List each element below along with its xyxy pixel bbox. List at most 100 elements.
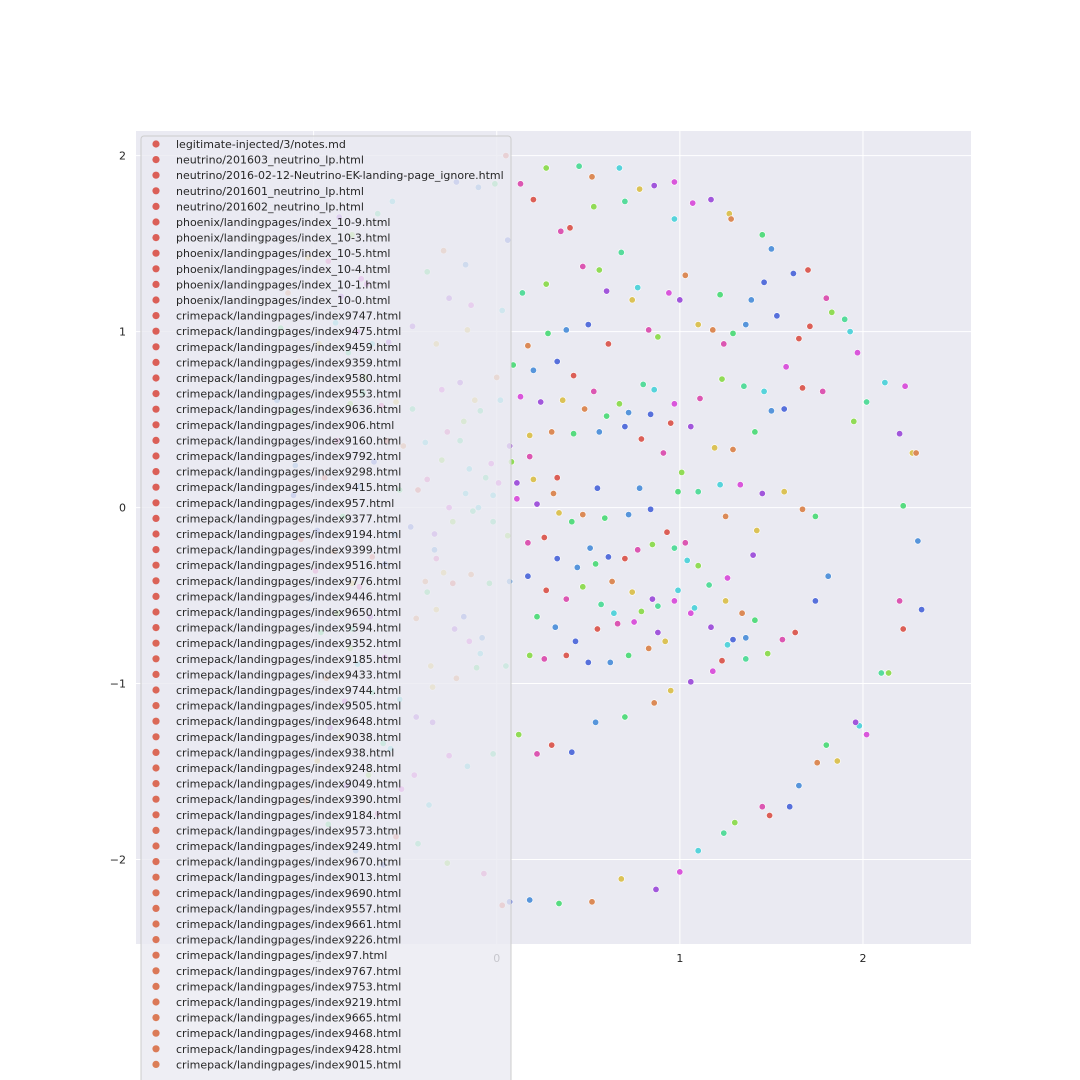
data-point [603,287,611,295]
legend-label: crimepack/landingpages/index9636.html [176,403,401,416]
legend-marker [152,312,160,320]
legend-marker [152,608,160,616]
data-point [586,544,594,552]
legend-marker [152,358,160,366]
x-tick-label: 1 [676,952,683,965]
legend-label: crimepack/landingpages/index9661.html [176,918,401,931]
data-point [811,512,819,520]
data-point [751,428,759,436]
data-point [516,180,524,188]
data-point [694,562,702,570]
legend-label: phoenix/landingpages/index_10-0.html [176,294,390,307]
data-point [773,312,781,320]
legend-marker [152,577,160,585]
data-point [723,641,731,649]
data-point [524,572,532,580]
data-point [687,423,695,431]
data-point [716,481,724,489]
legend-marker [152,982,160,991]
data-point [896,430,904,438]
legend-marker [152,483,160,491]
data-point [813,759,821,767]
data-point [601,514,609,522]
data-point [683,556,691,564]
data-point [540,533,548,541]
data-point [709,667,717,675]
data-point [570,372,578,380]
data-point [780,405,788,413]
data-point [562,595,570,603]
legend-marker [152,452,160,460]
legend-label: crimepack/landingpages/index9049.html [176,778,401,791]
legend-marker [152,514,160,523]
data-point [542,280,550,288]
data-point [529,196,537,204]
data-point [650,699,658,707]
data-point [716,291,724,299]
legend-marker [152,1014,160,1022]
data-point [659,449,667,457]
data-point [621,197,629,205]
legend-label: crimepack/landingpages/index9553.html [176,388,401,401]
data-point [625,511,633,519]
data-point [727,215,735,223]
data-point [568,518,576,526]
data-point [621,555,629,563]
legend-label: crimepack/landingpages/index9298.html [176,466,401,479]
data-point [778,636,786,644]
legend-label: crimepack/landingpages/index9446.html [176,590,401,603]
data-point [833,757,841,765]
data-point [824,572,832,580]
data-point [575,162,583,170]
legend-label: crimepack/landingpages/index9248.html [176,762,401,775]
data-point [555,509,563,517]
data-point [579,583,587,591]
data-point [608,577,616,585]
data-point [766,811,774,819]
y-tick-label: −2 [110,854,126,867]
legend-label: crimepack/landingpages/index9359.html [176,356,401,369]
data-point [537,398,545,406]
data-point [524,539,532,547]
data-point [625,651,633,659]
legend-label: crimepack/landingpages/index9573.html [176,824,401,837]
data-point [628,588,636,596]
legend-label: crimepack/landingpages/index9459.html [176,341,401,354]
data-point [553,555,561,563]
data-point [621,423,629,431]
data-point [736,481,744,489]
data-point [544,329,552,337]
data-point [881,379,889,387]
data-point [670,400,678,408]
data-point [819,387,827,395]
data-point [588,173,596,181]
data-point [614,620,622,628]
data-point [661,637,669,645]
data-point [782,363,790,371]
data-point [912,449,920,457]
data-point [553,357,561,365]
data-point [729,445,737,453]
legend-label: crimepack/landingpages/index9399.html [176,544,401,557]
data-point [603,412,611,420]
legend-label: crimepack/landingpages/index9219.html [176,996,401,1009]
data-point [751,616,759,624]
legend-marker [152,280,160,288]
legend-marker [152,265,160,273]
data-point [562,326,570,334]
legend-label: neutrino/201603_neutrino_lp.html [176,154,364,167]
data-point [670,215,678,223]
legend-marker [152,670,160,679]
legend-label: crimepack/landingpages/index9194.html [176,528,401,541]
legend-marker [152,702,160,710]
legend-label: crimepack/landingpages/index957.html [176,497,394,510]
data-point [718,657,726,665]
data-point [579,262,587,270]
data-point [549,489,557,497]
data-point [590,203,598,211]
legend-marker [152,468,160,476]
data-point [634,546,642,554]
legend-label: phoenix/landingpages/index_10-9.html [176,216,390,229]
data-point [630,618,638,626]
